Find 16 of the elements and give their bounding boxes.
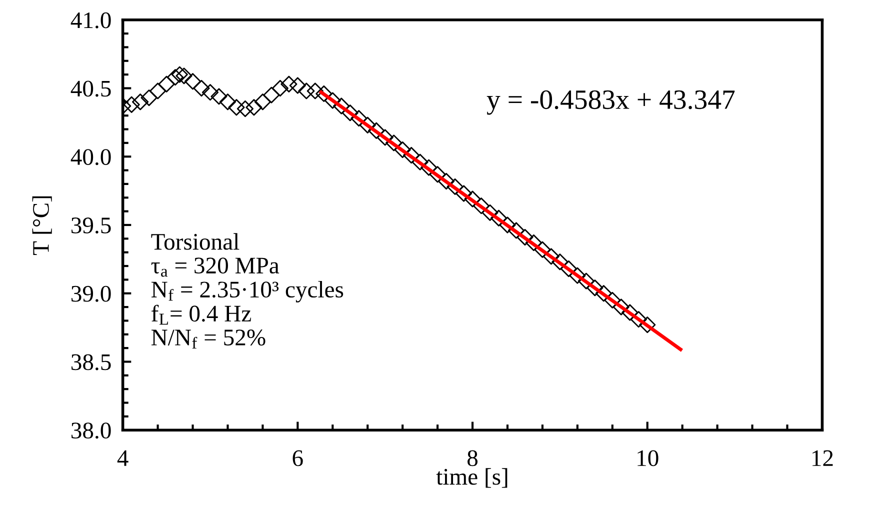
- x-tick-label: 12: [812, 450, 833, 466]
- annotation: y = -0.4583x + 43.347: [486, 90, 735, 115]
- x-tick-label: 10: [638, 450, 658, 466]
- y-tick-label: 40.5: [70, 80, 111, 97]
- text: Torsional τ$_{a}$ = 320 MPa N$_{f}$ = 2.35·10³ cycles f$_{L}$= 0.4 Hz N/N$_{f}$ = 52%: [151, 233, 344, 349]
- y-tick-label: 39.5: [72, 218, 111, 234]
- x-tick-label: 8: [468, 450, 478, 466]
- y-tick-label: 38.5: [72, 354, 111, 370]
- y-tick-label: 40.0: [70, 149, 111, 166]
- y-tick-label: 38.0: [72, 422, 111, 439]
- y-axis-title: T [°C]: [32, 196, 52, 255]
- x-tick-label: 6: [292, 450, 303, 466]
- x-tick-label: 4: [117, 450, 128, 466]
- y-tick-label: 41.0: [70, 12, 111, 28]
- y-tick-label: 39.0: [72, 286, 111, 302]
- x-axis-title: time [s]: [436, 468, 508, 488]
